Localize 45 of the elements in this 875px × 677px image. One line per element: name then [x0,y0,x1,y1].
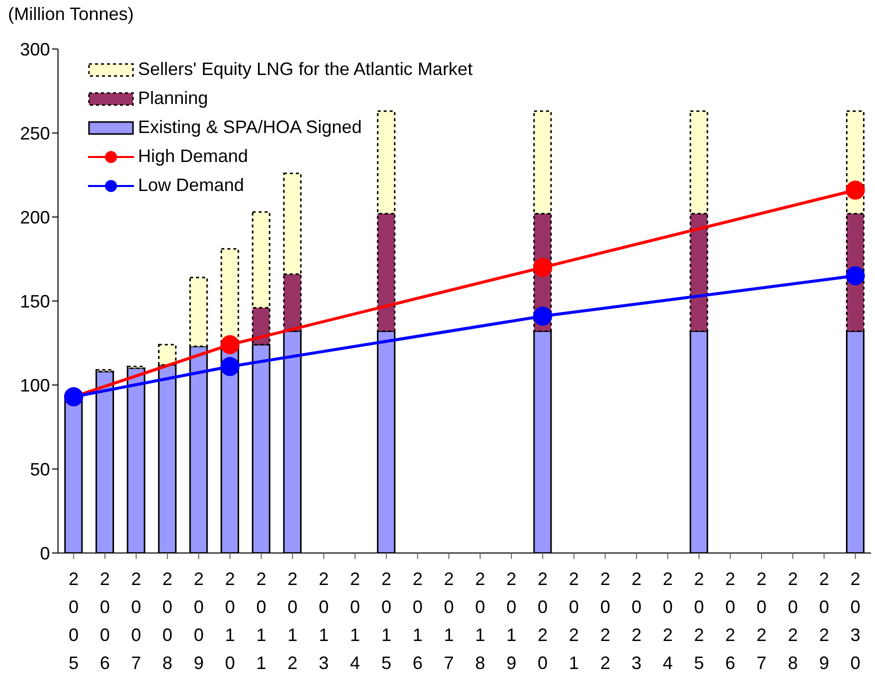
x-tick-label: 2019 [506,569,516,673]
x-tick-label: 2006 [100,569,110,673]
x-tick-label: 2028 [788,569,798,673]
legend-label: Sellers' Equity LNG for the Atlantic Market [138,58,473,81]
legend-label: Existing & SPA/HOA Signed [138,116,362,139]
x-tick-label: 2016 [412,569,423,673]
x-tick-label: 2013 [318,569,329,673]
x-tick-label: 2011 [256,569,266,673]
y-tick-label: 100 [20,375,50,396]
legend-label: High Demand [138,145,248,168]
x-tick-label: 2027 [756,569,767,673]
x-tick-label: 2026 [725,569,736,673]
point [220,357,240,376]
x-tick-label: 2009 [194,569,204,673]
x-tick-label: 2017 [444,569,454,673]
y-tick-label: 50 [30,459,50,480]
y-tick-label: 200 [20,207,50,228]
x-tick-label: 2029 [819,569,830,673]
x-tick-label: 2025 [694,569,704,673]
x-tick-label: 2022 [600,569,610,673]
x-tick-label: 2023 [631,569,642,673]
point [533,258,552,277]
x-tick-label: 2030 [850,569,860,673]
x-tick-label: 2005 [68,569,79,673]
text: (Million Tonnes) [8,4,134,25]
legend-label: Low Demand [138,174,244,197]
x-tick-label: 2010 [224,569,235,673]
x-tick-label: 2020 [538,569,548,673]
y-tick-label: 250 [20,123,50,144]
y-tick-label: 150 [20,291,50,312]
x-tick-label: 2014 [350,569,360,673]
x-tick-label: 2024 [662,569,673,673]
x-tick-label: 2012 [288,569,298,673]
x-tick-label: 2007 [131,569,142,673]
legend-label: Planning [138,87,208,110]
y-tick-label: 300 [20,39,50,60]
x-tick-label: 2015 [381,569,392,673]
y-tick-label: 0 [40,543,50,564]
point [533,306,552,326]
point [220,335,240,354]
x-tick-label: 2018 [475,569,486,673]
point [846,180,865,200]
x-tick-label: 2008 [162,569,172,673]
x-tick-label: 2021 [568,569,579,673]
point [846,266,865,286]
